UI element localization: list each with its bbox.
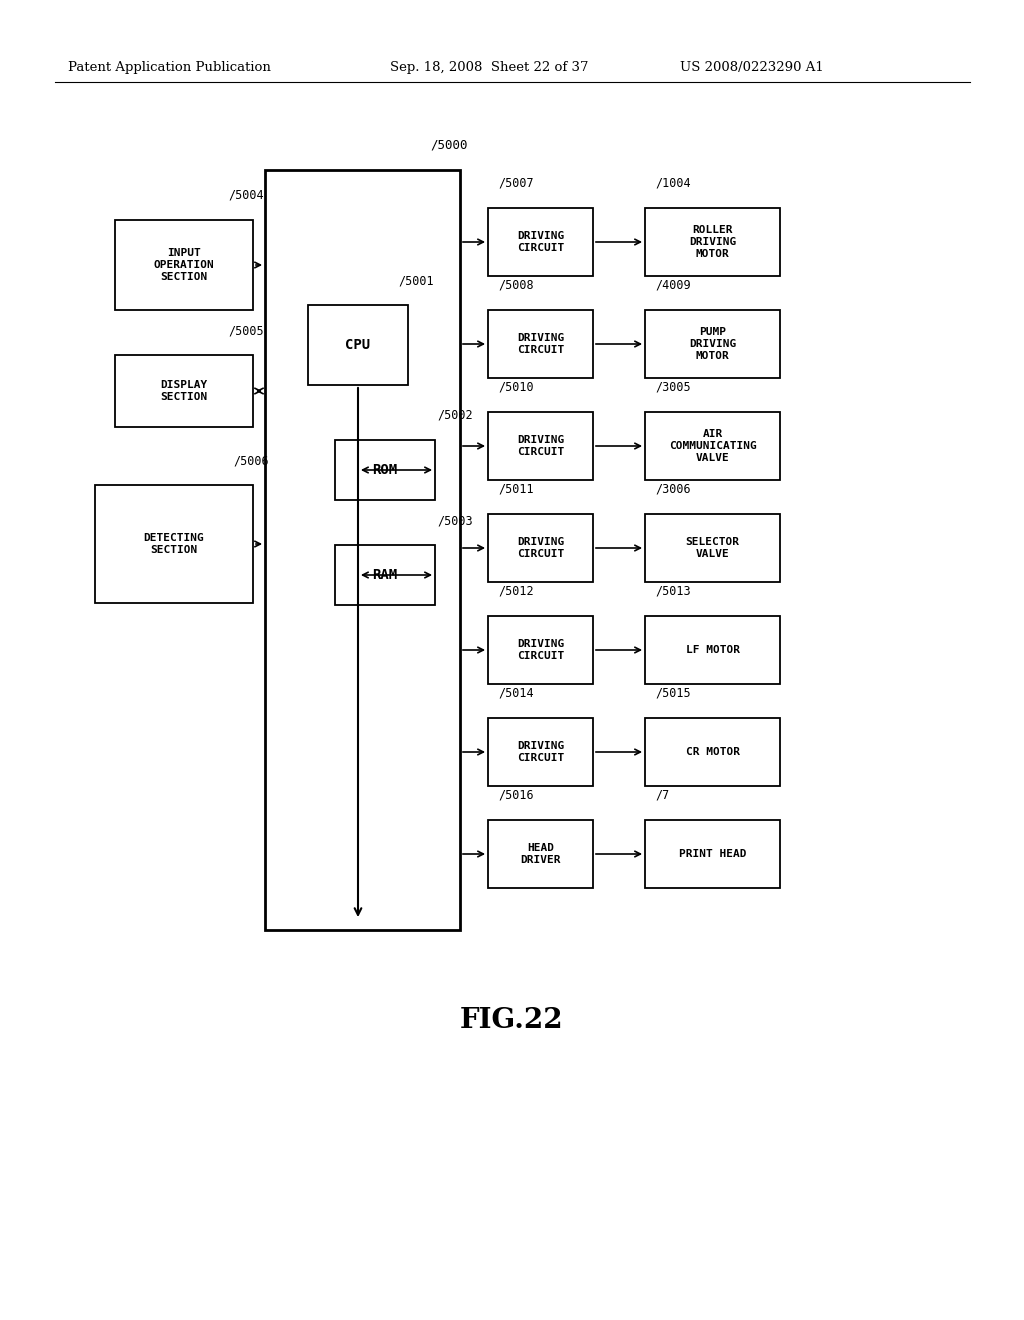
Text: PRINT HEAD: PRINT HEAD: [679, 849, 746, 859]
Text: /5005: /5005: [228, 323, 263, 337]
Text: DRIVING
CIRCUIT: DRIVING CIRCUIT: [517, 639, 564, 661]
Bar: [488, 513, 593, 582]
Text: /5014: /5014: [498, 686, 534, 700]
Text: /3005: /3005: [655, 381, 690, 393]
Text: LF MOTOR: LF MOTOR: [685, 645, 739, 655]
Bar: [115, 355, 253, 426]
Text: FIG.22: FIG.22: [460, 1006, 564, 1034]
Text: /5001: /5001: [398, 275, 433, 286]
Text: SELECTOR
VALVE: SELECTOR VALVE: [685, 537, 739, 560]
Text: US 2008/0223290 A1: US 2008/0223290 A1: [680, 62, 823, 74]
Bar: [95, 484, 253, 603]
Text: /5006: /5006: [233, 454, 268, 467]
Text: /5013: /5013: [655, 585, 690, 598]
Text: DRIVING
CIRCUIT: DRIVING CIRCUIT: [517, 434, 564, 457]
Text: ROM: ROM: [373, 463, 397, 477]
Bar: [488, 310, 593, 378]
Bar: [488, 209, 593, 276]
Text: /5008: /5008: [498, 279, 534, 292]
Text: /5007: /5007: [498, 177, 534, 190]
Bar: [488, 412, 593, 480]
Bar: [335, 545, 435, 605]
Text: ROLLER
DRIVING
MOTOR: ROLLER DRIVING MOTOR: [689, 224, 736, 260]
Text: /5015: /5015: [655, 686, 690, 700]
Text: /5004: /5004: [228, 189, 263, 202]
Text: /5002: /5002: [437, 409, 473, 422]
Text: DISPLAY
SECTION: DISPLAY SECTION: [161, 380, 208, 403]
Text: /3006: /3006: [655, 483, 690, 496]
Bar: [645, 718, 780, 785]
Text: DRIVING
CIRCUIT: DRIVING CIRCUIT: [517, 537, 564, 560]
Text: DRIVING
CIRCUIT: DRIVING CIRCUIT: [517, 741, 564, 763]
Text: /7: /7: [655, 789, 670, 803]
Text: /5000: /5000: [430, 139, 468, 152]
Text: CPU: CPU: [345, 338, 371, 352]
Text: RAM: RAM: [373, 568, 397, 582]
Text: /4009: /4009: [655, 279, 690, 292]
Bar: [488, 820, 593, 888]
Bar: [488, 718, 593, 785]
Bar: [645, 209, 780, 276]
Text: /5016: /5016: [498, 789, 534, 803]
Bar: [115, 220, 253, 310]
Text: PUMP
DRIVING
MOTOR: PUMP DRIVING MOTOR: [689, 326, 736, 362]
Text: /5012: /5012: [498, 585, 534, 598]
Text: INPUT
OPERATION
SECTION: INPUT OPERATION SECTION: [154, 248, 214, 282]
Bar: [645, 310, 780, 378]
Text: CR MOTOR: CR MOTOR: [685, 747, 739, 756]
Text: AIR
COMMUNICATING
VALVE: AIR COMMUNICATING VALVE: [669, 429, 757, 463]
Bar: [265, 170, 460, 931]
Text: /5003: /5003: [437, 513, 473, 527]
Bar: [645, 616, 780, 684]
Text: /5010: /5010: [498, 381, 534, 393]
Bar: [488, 616, 593, 684]
Bar: [645, 820, 780, 888]
Bar: [335, 440, 435, 500]
Text: /1004: /1004: [655, 177, 690, 190]
Text: Patent Application Publication: Patent Application Publication: [68, 62, 271, 74]
Text: DRIVING
CIRCUIT: DRIVING CIRCUIT: [517, 231, 564, 253]
Bar: [645, 513, 780, 582]
Text: DETECTING
SECTION: DETECTING SECTION: [143, 533, 205, 556]
Text: DRIVING
CIRCUIT: DRIVING CIRCUIT: [517, 333, 564, 355]
Bar: [645, 412, 780, 480]
Text: HEAD
DRIVER: HEAD DRIVER: [520, 842, 561, 865]
Bar: [308, 305, 408, 385]
Text: Sep. 18, 2008  Sheet 22 of 37: Sep. 18, 2008 Sheet 22 of 37: [390, 62, 589, 74]
Text: /5011: /5011: [498, 483, 534, 496]
